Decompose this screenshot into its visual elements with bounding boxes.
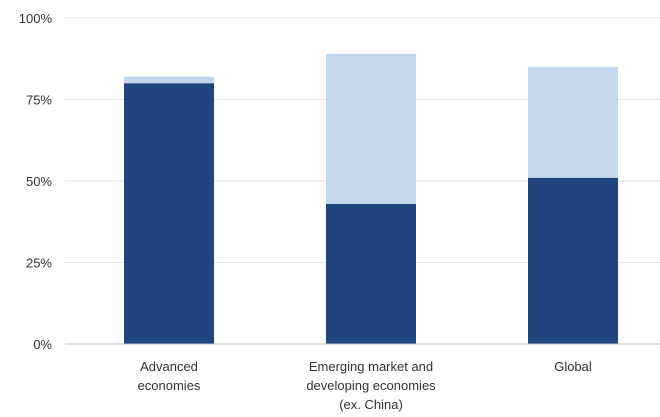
bars [124, 53, 618, 344]
bar-segment-2 [528, 66, 618, 178]
y-tick-label: 50% [26, 174, 52, 189]
x-category-label: Advanced economies [138, 359, 201, 393]
y-tick-label: 75% [26, 93, 52, 108]
bar-segment-1 [124, 83, 214, 344]
y-tick-label: 25% [26, 256, 52, 271]
bar-segment-1 [528, 177, 618, 344]
y-tick-label: 100% [19, 11, 53, 26]
y-tick-label: 0% [33, 337, 52, 352]
bar-segment-2 [326, 53, 416, 204]
bar-segment-1 [326, 203, 416, 344]
y-tick-labels: 0% 25% 50% 75% 100% [19, 11, 53, 352]
x-category-label: Global [554, 359, 592, 374]
x-category-labels: Advanced economies Emerging market and deve… [138, 359, 592, 412]
bar-segment-2 [124, 76, 214, 84]
x-category-label: Emerging market and developing economies(… [306, 359, 436, 412]
